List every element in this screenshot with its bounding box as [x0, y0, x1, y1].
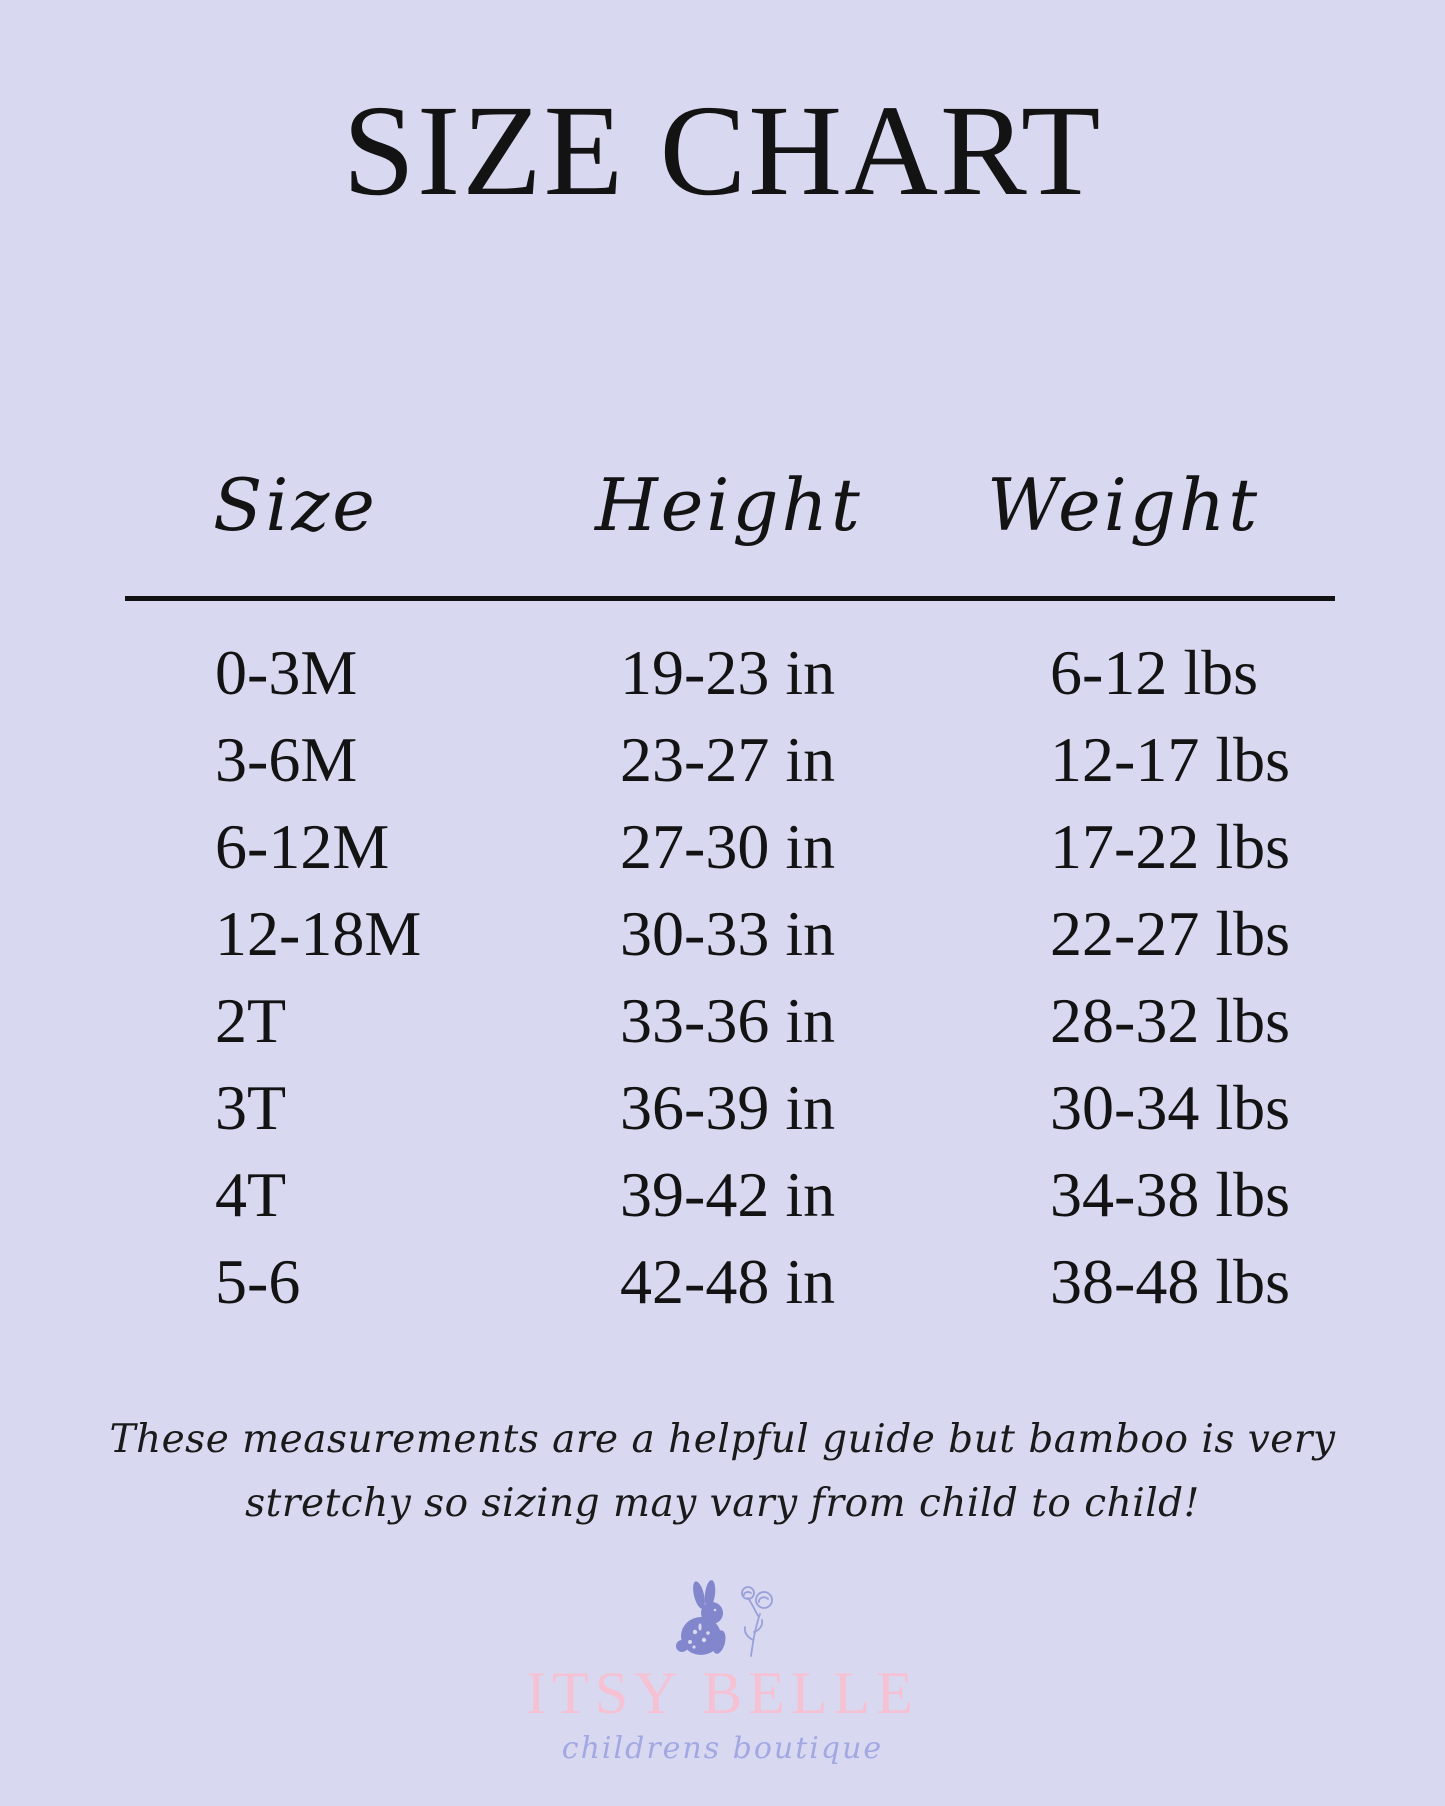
cell-weight: 17-22 lbs [1050, 811, 1290, 882]
cell-size: 12-18M [215, 898, 422, 969]
size-table: Size Height Weight 0-3M 19-23 in 6-12 lb… [125, 430, 1335, 1325]
cell-height: 36-39 in [620, 1072, 836, 1143]
footnote-line-2: stretchy so sizing may vary from child t… [245, 1481, 1200, 1526]
cell-weight: 12-17 lbs [1050, 724, 1290, 795]
cell-weight: 6-12 lbs [1050, 637, 1258, 708]
table-row: 2T 33-36 in 28-32 lbs [125, 977, 1335, 1064]
table-row: 6-12M 27-30 in 17-22 lbs [125, 803, 1335, 890]
table-header-row: Size Height Weight [125, 430, 1335, 596]
cell-height: 23-27 in [620, 724, 836, 795]
table-row: 0-3M 19-23 in 6-12 lbs [125, 629, 1335, 716]
cell-weight: 34-38 lbs [1050, 1159, 1290, 1230]
bunny-floral-detail [687, 1608, 716, 1649]
cell-size: 0-3M [215, 637, 358, 708]
brand-logo: ITSY BELLE childrens boutique [0, 1580, 1445, 1766]
footnote: These measurements are a helpful guide b… [0, 1408, 1445, 1536]
bunny-flowers-logo-icon [675, 1580, 773, 1657]
brand-name: ITSY BELLE [526, 1660, 919, 1726]
cell-height: 19-23 in [620, 637, 836, 708]
table-row: 3-6M 23-27 in 12-17 lbs [125, 716, 1335, 803]
bunny-icon [675, 1580, 726, 1655]
table-row: 4T 39-42 in 34-38 lbs [125, 1151, 1335, 1238]
page-title: SIZE CHART [342, 79, 1103, 223]
cell-height: 27-30 in [620, 811, 836, 882]
column-header-height: Height [595, 463, 863, 547]
cell-size: 5-6 [215, 1246, 301, 1317]
cell-size: 4T [215, 1159, 287, 1230]
cell-size: 3T [215, 1072, 287, 1143]
cell-height: 39-42 in [620, 1159, 836, 1230]
brand-tagline: childrens boutique [561, 1731, 884, 1766]
cell-height: 42-48 in [620, 1246, 836, 1317]
cell-weight: 22-27 lbs [1050, 898, 1290, 969]
table-body: 0-3M 19-23 in 6-12 lbs 3-6M 23-27 in 12-… [125, 629, 1335, 1325]
table-row: 12-18M 30-33 in 22-27 lbs [125, 890, 1335, 977]
table-row: 3T 36-39 in 30-34 lbs [125, 1064, 1335, 1151]
cell-size: 2T [215, 985, 287, 1056]
flower-icon [740, 1586, 773, 1657]
cell-size: 3-6M [215, 724, 358, 795]
cell-weight: 30-34 lbs [1050, 1072, 1290, 1143]
column-header-weight: Weight [987, 463, 1261, 547]
cell-weight: 38-48 lbs [1050, 1246, 1290, 1317]
cell-weight: 28-32 lbs [1050, 985, 1290, 1056]
column-header-size: Size [213, 463, 378, 547]
cell-height: 30-33 in [620, 898, 836, 969]
footnote-line-1: These measurements are a helpful guide b… [109, 1417, 1336, 1462]
header-divider-line [125, 596, 1335, 601]
cell-height: 33-36 in [620, 985, 836, 1056]
table-row: 5-6 42-48 in 38-48 lbs [125, 1238, 1335, 1325]
cell-size: 6-12M [215, 811, 390, 882]
